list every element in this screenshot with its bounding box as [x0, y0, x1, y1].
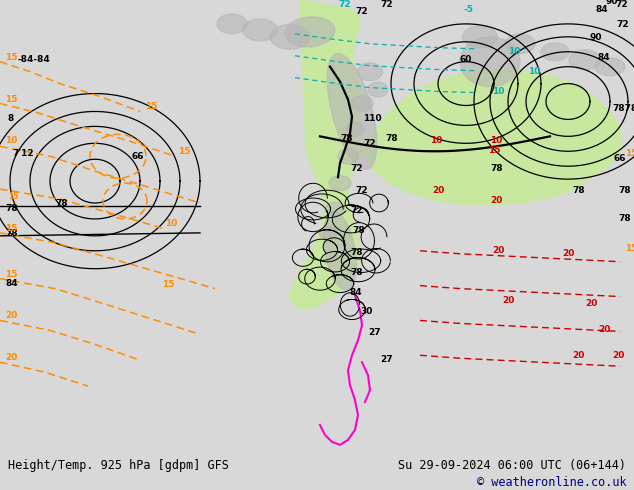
Text: 72: 72 — [380, 0, 392, 9]
Text: 10: 10 — [508, 47, 521, 56]
Text: 66: 66 — [132, 152, 145, 161]
Text: 90: 90 — [605, 0, 618, 6]
Text: 20: 20 — [598, 325, 611, 334]
Text: 15: 15 — [5, 95, 18, 103]
Text: 78: 78 — [55, 199, 68, 208]
Text: 15: 15 — [178, 147, 190, 156]
Text: 78: 78 — [350, 248, 363, 257]
Ellipse shape — [368, 82, 388, 97]
Text: 110: 110 — [363, 114, 382, 123]
Text: -5: -5 — [464, 5, 474, 14]
Text: 84: 84 — [598, 53, 611, 62]
Ellipse shape — [505, 34, 535, 54]
Text: 15: 15 — [8, 192, 18, 201]
Text: 72: 72 — [350, 206, 363, 215]
Text: 20: 20 — [562, 249, 574, 258]
Text: 72: 72 — [355, 7, 368, 16]
Text: 15: 15 — [5, 224, 18, 233]
Ellipse shape — [462, 26, 498, 48]
Text: 60: 60 — [460, 55, 472, 64]
Text: 72: 72 — [355, 186, 368, 195]
Text: 78: 78 — [5, 229, 18, 238]
Text: 10: 10 — [528, 67, 540, 75]
Text: 78: 78 — [350, 268, 363, 277]
Text: 15: 15 — [5, 270, 18, 279]
Text: 27: 27 — [368, 328, 380, 338]
Text: 72: 72 — [350, 164, 363, 173]
Ellipse shape — [541, 43, 569, 61]
Text: 78: 78 — [572, 186, 585, 195]
Ellipse shape — [319, 226, 337, 239]
Text: 10: 10 — [490, 136, 502, 146]
Polygon shape — [290, 0, 622, 310]
Text: 78: 78 — [618, 214, 631, 223]
Ellipse shape — [329, 175, 351, 191]
Text: Su 29-09-2024 06:00 UTC (06+144): Su 29-09-2024 06:00 UTC (06+144) — [398, 459, 626, 471]
Ellipse shape — [595, 58, 625, 75]
Text: 15: 15 — [5, 53, 18, 62]
Text: 20: 20 — [5, 353, 17, 362]
Text: 7'12: 7'12 — [12, 149, 34, 158]
Text: 66: 66 — [614, 154, 626, 163]
Text: 20: 20 — [572, 351, 585, 360]
Text: 78: 78 — [618, 186, 631, 195]
Text: 78: 78 — [340, 134, 353, 143]
Text: 15: 15 — [145, 102, 157, 111]
Text: 20: 20 — [612, 351, 624, 360]
Text: © weatheronline.co.uk: © weatheronline.co.uk — [477, 476, 626, 490]
Ellipse shape — [324, 212, 356, 290]
Text: 72: 72 — [363, 139, 375, 148]
Text: 20: 20 — [5, 312, 17, 320]
Ellipse shape — [346, 122, 364, 136]
Text: 10: 10 — [165, 219, 178, 228]
Text: 20: 20 — [502, 295, 514, 304]
Text: Height/Temp. 925 hPa [gdpm] GFS: Height/Temp. 925 hPa [gdpm] GFS — [8, 459, 228, 471]
Ellipse shape — [325, 202, 345, 216]
Ellipse shape — [338, 148, 358, 164]
Ellipse shape — [242, 19, 278, 41]
Text: 20: 20 — [490, 196, 502, 205]
Text: 10: 10 — [492, 87, 505, 96]
Ellipse shape — [569, 50, 601, 70]
Text: -84-84: -84-84 — [18, 55, 51, 64]
Text: 20: 20 — [585, 298, 597, 308]
Text: 15: 15 — [625, 244, 634, 253]
Text: 10: 10 — [430, 136, 443, 146]
Text: 78: 78 — [352, 226, 365, 235]
Text: 78: 78 — [5, 204, 18, 213]
Text: 78: 78 — [385, 134, 398, 143]
Text: 84: 84 — [350, 288, 363, 296]
Text: 78: 78 — [490, 164, 503, 173]
Text: 7878: 7878 — [612, 104, 634, 114]
Ellipse shape — [460, 37, 520, 87]
Text: 84: 84 — [5, 279, 18, 288]
Text: 10: 10 — [5, 136, 17, 146]
Text: 15: 15 — [162, 280, 174, 289]
Text: 72: 72 — [615, 0, 628, 9]
Text: 30: 30 — [360, 308, 372, 317]
Text: 84: 84 — [595, 5, 607, 14]
Ellipse shape — [285, 17, 335, 47]
Text: 72: 72 — [338, 0, 351, 9]
Text: 15: 15 — [625, 149, 634, 158]
Text: 8: 8 — [8, 114, 14, 123]
Ellipse shape — [351, 96, 373, 111]
Text: 27: 27 — [380, 355, 392, 364]
Text: 20: 20 — [492, 246, 505, 255]
Text: 15: 15 — [488, 146, 500, 155]
Ellipse shape — [358, 63, 382, 81]
Ellipse shape — [327, 53, 377, 170]
Text: 90: 90 — [590, 33, 602, 42]
Text: 72: 72 — [616, 20, 629, 29]
Ellipse shape — [217, 14, 247, 34]
Text: 20: 20 — [432, 186, 444, 195]
Ellipse shape — [270, 24, 310, 49]
